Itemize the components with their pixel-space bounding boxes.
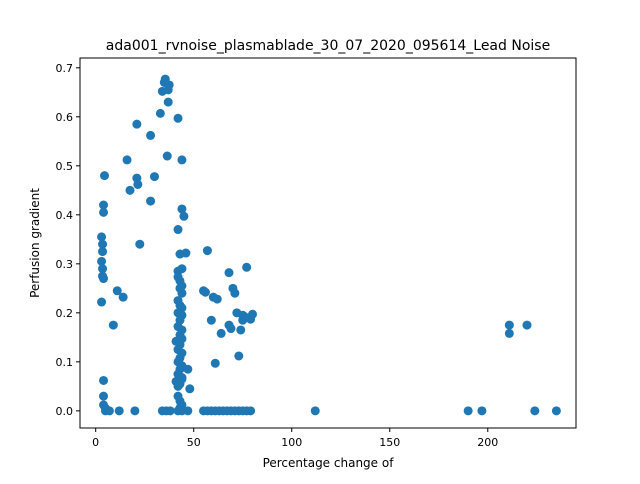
x-tick-label: 0 bbox=[92, 436, 99, 449]
data-point bbox=[165, 406, 175, 416]
data-point bbox=[146, 196, 156, 206]
plot-frame bbox=[79, 57, 577, 429]
data-point bbox=[177, 264, 187, 274]
data-point bbox=[125, 185, 135, 195]
data-point bbox=[463, 406, 473, 416]
x-tick-label: 100 bbox=[281, 436, 302, 449]
data-point bbox=[162, 151, 172, 161]
x-tick-label: 200 bbox=[477, 436, 498, 449]
data-point bbox=[530, 406, 540, 416]
data-point bbox=[242, 262, 252, 272]
data-point bbox=[246, 406, 256, 416]
data-point bbox=[135, 239, 145, 249]
data-point bbox=[164, 80, 174, 90]
data-point bbox=[114, 406, 124, 416]
y-tick-label: 0.4 bbox=[56, 209, 74, 222]
data-point bbox=[173, 113, 183, 123]
data-point bbox=[108, 320, 118, 330]
data-point bbox=[206, 315, 216, 325]
data-point bbox=[179, 211, 189, 221]
data-point bbox=[133, 179, 143, 189]
data-point bbox=[177, 406, 187, 416]
data-point bbox=[98, 247, 108, 257]
data-point bbox=[98, 264, 108, 274]
data-point bbox=[477, 406, 487, 416]
data-point bbox=[146, 130, 156, 140]
y-tick-label: 0.7 bbox=[56, 62, 74, 75]
data-point bbox=[104, 406, 114, 416]
data-point bbox=[248, 309, 258, 319]
data-point bbox=[200, 287, 210, 297]
data-point bbox=[212, 294, 222, 304]
data-point bbox=[310, 406, 320, 416]
data-point bbox=[181, 248, 191, 258]
data-point bbox=[122, 155, 132, 165]
data-point bbox=[504, 328, 514, 338]
data-point bbox=[224, 268, 234, 278]
data-point bbox=[210, 358, 220, 368]
data-point bbox=[504, 320, 514, 330]
data-point bbox=[185, 384, 195, 394]
data-point bbox=[183, 364, 193, 374]
data-point bbox=[236, 325, 246, 335]
data-point bbox=[112, 286, 122, 296]
data-point bbox=[99, 391, 109, 401]
data-point bbox=[97, 232, 107, 242]
data-point bbox=[163, 97, 173, 107]
data-point bbox=[202, 246, 212, 256]
data-point bbox=[173, 225, 183, 235]
data-point bbox=[97, 256, 107, 266]
data-point bbox=[155, 108, 165, 118]
data-point bbox=[177, 155, 187, 165]
y-axis-label: Perfusion gradient bbox=[28, 188, 42, 298]
x-axis-label: Percentage change of bbox=[263, 456, 395, 470]
points-layer bbox=[97, 74, 561, 416]
data-point bbox=[98, 239, 108, 249]
y-tick-label: 0.0 bbox=[56, 405, 74, 418]
data-point bbox=[118, 292, 128, 302]
data-point bbox=[132, 119, 142, 129]
chart-title: ada001_rvnoise_plasmablade_30_07_2020_09… bbox=[106, 38, 550, 54]
ticks-layer: 0 50 100 150 200 0.0 0.1 0.2 0.3 0.4 0.5 0.6 0.7 bbox=[56, 62, 499, 449]
y-tick-label: 0.6 bbox=[56, 111, 74, 124]
data-point bbox=[99, 207, 109, 217]
data-point bbox=[230, 288, 240, 298]
y-tick-label: 0.5 bbox=[56, 160, 74, 173]
data-point bbox=[226, 324, 236, 334]
y-tick-label: 0.1 bbox=[56, 356, 74, 369]
y-tick-label: 0.2 bbox=[56, 307, 74, 320]
data-point bbox=[99, 200, 109, 210]
data-point bbox=[100, 171, 110, 181]
x-tick-label: 150 bbox=[379, 436, 400, 449]
data-point bbox=[97, 297, 107, 307]
data-point bbox=[177, 288, 187, 298]
x-tick-label: 50 bbox=[187, 436, 201, 449]
data-point bbox=[234, 351, 244, 361]
data-point bbox=[99, 375, 109, 385]
data-point bbox=[99, 274, 109, 284]
data-point bbox=[173, 381, 183, 391]
data-point bbox=[150, 172, 159, 182]
data-point bbox=[551, 406, 561, 416]
data-point bbox=[130, 406, 140, 416]
y-tick-label: 0.3 bbox=[56, 258, 74, 271]
data-point bbox=[522, 320, 532, 330]
data-point bbox=[177, 374, 187, 384]
data-point bbox=[177, 204, 187, 214]
data-point bbox=[216, 328, 226, 338]
